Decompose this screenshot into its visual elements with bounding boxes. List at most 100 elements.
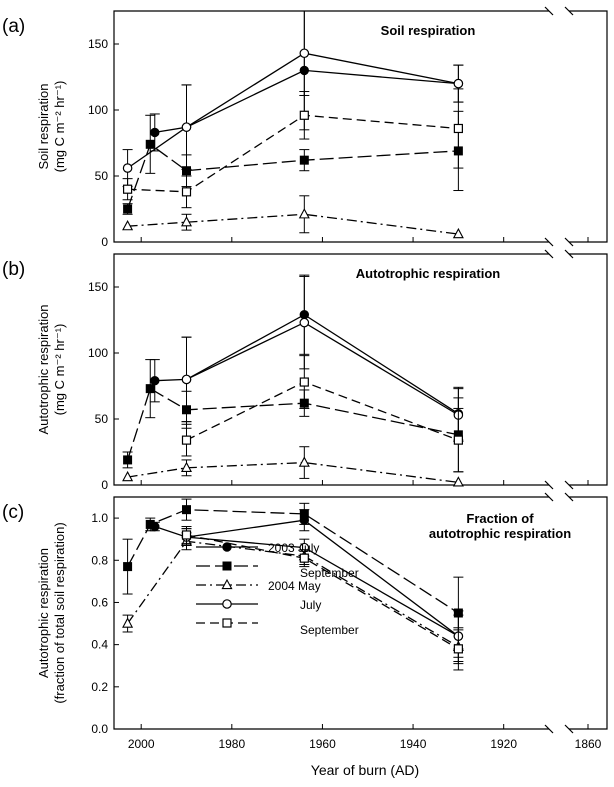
- panel-label: (c): [2, 502, 24, 523]
- y-axis-label: (fraction of total soil respiration): [52, 522, 67, 703]
- data-point: [123, 204, 133, 214]
- data-point: [299, 155, 309, 165]
- data-point: [145, 519, 155, 529]
- data-point: [122, 163, 133, 173]
- series-line: [127, 52, 459, 169]
- x-tick-label: 1940: [400, 737, 427, 751]
- series-line: [127, 461, 459, 484]
- panel-title: autotrophic respiration: [429, 526, 571, 541]
- y-tick-label: 0: [101, 478, 108, 492]
- plot-frame-break: [569, 253, 608, 486]
- legend-marker: [222, 618, 232, 628]
- axis-break-mark: [544, 492, 554, 502]
- series-filled-square: [122, 110, 464, 215]
- data-point: [299, 317, 310, 328]
- y-axis-label: Autotrophic respiration: [36, 548, 51, 678]
- panel-title: Autotrophic respiration: [356, 266, 501, 281]
- y-tick-label: 0.8: [91, 553, 108, 567]
- y-tick-label: 150: [88, 280, 108, 294]
- y-tick-label: 0: [101, 235, 108, 249]
- series-line: [127, 509, 459, 614]
- data-point: [452, 476, 464, 487]
- legend-label: 2004 May: [268, 579, 321, 593]
- y-tick-label: 0.4: [91, 638, 108, 652]
- data-point: [299, 509, 309, 519]
- axis-break-mark: [564, 724, 574, 734]
- legend-marker: [221, 578, 233, 590]
- data-point: [299, 553, 309, 563]
- data-point: [145, 139, 155, 149]
- x-tick-label: 2000: [128, 737, 155, 751]
- series-line: [127, 114, 459, 193]
- legend-label: September: [300, 623, 359, 637]
- data-point: [182, 505, 191, 515]
- legend-marker: [222, 599, 232, 609]
- panel-title: Fraction of: [466, 511, 534, 526]
- x-tick-label: 1960: [309, 737, 336, 751]
- y-tick-label: 0.2: [91, 680, 108, 694]
- panel-2: 0.0 0.2 0.4 0.6 0.8 1.0 2000 1980 1960 1940 1920 18…: [2, 492, 608, 751]
- legend-label: September: [300, 566, 359, 580]
- series-open-triangle: [122, 195, 464, 239]
- x-tick-label: 1980: [218, 737, 245, 751]
- data-point: [122, 184, 133, 194]
- data-point: [180, 461, 193, 472]
- y-tick-label: 0.6: [91, 595, 108, 609]
- y-tick-label: 0.0: [91, 722, 108, 736]
- y-tick-label: 100: [88, 346, 108, 360]
- y-axis-label: (mg C m⁻² hr⁻¹): [52, 81, 67, 173]
- data-point: [123, 455, 133, 465]
- panel-0: 0 50 100 150 (a) Soil respiration (mg C m⁻² hr…: [2, 6, 608, 249]
- data-point: [122, 470, 134, 482]
- data-point: [181, 187, 192, 197]
- y-tick-label: 150: [88, 37, 108, 51]
- y-tick-label: 50: [95, 169, 109, 183]
- series-open-triangle: [122, 446, 464, 487]
- plot-frame-break: [569, 496, 608, 730]
- data-point: [298, 208, 310, 219]
- data-point: [299, 48, 310, 59]
- data-point: [453, 435, 463, 445]
- data-point: [453, 644, 463, 654]
- series-line: [154, 69, 459, 134]
- data-point: [299, 377, 309, 387]
- data-point: [299, 110, 309, 120]
- axis-break-mark: [564, 480, 574, 490]
- plot-frame-main: [113, 10, 549, 243]
- axis-break-mark: [544, 724, 554, 734]
- data-point: [453, 78, 464, 89]
- series-line: [154, 519, 459, 637]
- x-tick-label: 1860: [575, 737, 602, 751]
- data-point: [150, 376, 160, 386]
- series-line: [127, 213, 459, 235]
- data-point: [180, 216, 193, 227]
- series-line: [126, 387, 459, 461]
- panel-label: (b): [2, 259, 25, 280]
- series-open-circle: [181, 275, 464, 442]
- data-point: [122, 219, 134, 231]
- data-point: [123, 562, 133, 572]
- legend-label: 2003 July: [268, 541, 319, 555]
- y-axis-label: Soil respiration: [36, 84, 51, 170]
- data-point: [122, 617, 134, 628]
- data-point: [181, 122, 192, 132]
- data-point: [150, 127, 160, 138]
- legend-marker: [222, 542, 232, 552]
- series-open-square: [181, 355, 464, 473]
- y-tick-label: 1.0: [91, 511, 108, 525]
- axis-break-mark: [564, 6, 574, 16]
- panel-label: (a): [2, 16, 25, 37]
- y-axis-label: (mg C m⁻² hr⁻¹): [52, 324, 67, 416]
- plot-frame-main: [113, 253, 549, 486]
- series-line: [186, 321, 459, 416]
- data-point: [452, 227, 464, 239]
- data-point: [145, 384, 155, 394]
- y-tick-label: 100: [88, 103, 108, 117]
- series-line: [154, 313, 459, 415]
- y-axis-label: Autotrophic respiration: [36, 304, 51, 434]
- axis-break-mark: [564, 249, 574, 259]
